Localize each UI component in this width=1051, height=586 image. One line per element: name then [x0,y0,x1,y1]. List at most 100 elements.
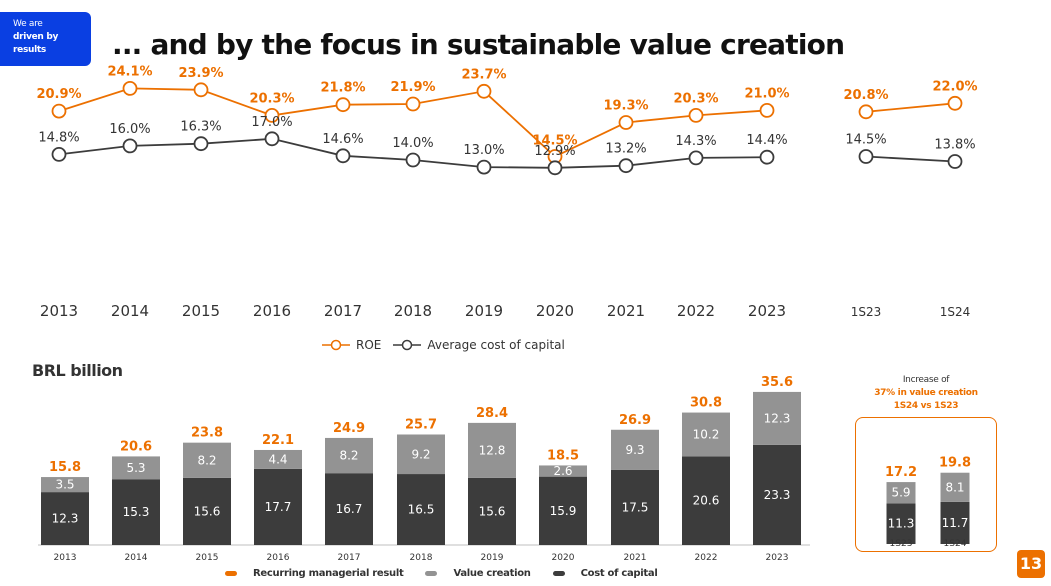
bar-value-2018 [397,434,445,475]
bar-value-2013 [41,477,89,493]
roe-label-2016: 20.3% [249,91,294,106]
roe-point-2023 [759,103,775,118]
roe-label-2020: 14.5% [532,134,577,149]
bar-x-tick-2016: 2016 [267,553,290,563]
bar-cost-label-1S24: 11.7 [942,516,969,530]
legend-item-roe: ROE [322,338,381,352]
cost-point-2020 [547,160,563,176]
roe-label-1S23: 20.8% [843,88,888,103]
bar-cost-2018 [397,474,445,545]
cost-label-2023: 14.4% [746,133,787,148]
bar-total-label-2023: 35.6 [761,375,793,390]
line-x-tick-2014: 2014 [111,302,149,320]
cost-point-2013 [51,146,67,162]
bar-x-tick-1S24: 1S24 [944,539,967,549]
increase-note: Increase of 37% in value creation 1S24 v… [854,374,998,413]
bar-cost-2015 [183,477,231,545]
legend-item-cost-of-capital-bar: Cost of capital [552,568,658,579]
cost-label-2015: 16.3% [180,120,221,135]
roe-point-1S24 [947,95,963,111]
cost-point-2016 [264,131,280,147]
bar-cost-2020 [539,476,587,545]
bar-cost-2016 [254,468,302,545]
bar-value-label-2018: 9.2 [411,447,430,461]
legend-cost-bar-label: Cost of capital [580,568,658,579]
bar-value-1S23 [886,482,916,504]
legend-value-label: Value creation [453,568,531,579]
bar-cost-2022 [682,456,730,545]
bar-cost-2023 [753,444,801,545]
line-x-tick-1S24: 1S24 [940,305,971,319]
bar-x-tick-2013: 2013 [54,553,77,563]
cost-point-2015 [193,136,209,152]
bar-value-2017 [325,437,373,474]
legend-item-value-creation: Value creation [425,568,531,579]
line-x-tick-1S23: 1S23 [851,305,882,319]
increase-note-line-1: Increase of [902,375,950,385]
legend-dark-swatch-icon [552,571,565,576]
bar-value-2023 [753,391,801,445]
bar-value-label-1S24: 8.1 [945,480,964,494]
bar-x-tick-2014: 2014 [125,553,148,563]
roe-point-1S23 [858,104,874,120]
cost-label-2013: 14.8% [38,130,79,145]
line-x-tick-2023: 2023 [748,302,786,320]
increase-note-line-2: 37% in value creation [874,388,978,398]
roe-label-2019: 23.7% [461,67,506,82]
roe-label-2022: 20.3% [673,91,718,106]
bar-x-tick-2017: 2017 [338,553,361,563]
legend-gray-swatch-icon [425,571,438,576]
cost-point-2021 [618,158,634,174]
roe-point-2013 [51,103,67,119]
roe-point-2021 [618,115,634,130]
cost-label-2017: 14.6% [322,132,363,147]
roe-label-2017: 21.8% [320,81,365,96]
legend-item-recurring-result: Recurring managerial result [225,568,404,579]
badge-line-2: driven by [13,32,59,42]
roe-point-2017 [335,97,351,113]
bar-value-label-2013: 3.5 [55,478,74,492]
cost-point-1S24 [947,154,963,169]
cost-point-2014 [122,138,138,154]
cost-label-2020: 12.9% [534,144,575,159]
line-x-tick-2013: 2013 [40,302,78,320]
bar-x-tick-2019: 2019 [481,553,504,563]
bar-value-label-1S23: 5.9 [891,486,910,500]
cost-point-2017 [335,148,351,164]
roe-label-2015: 23.9% [178,66,223,81]
bar-total-label-2022: 30.8 [690,396,722,411]
bar-total-label-2021: 26.9 [619,413,651,428]
bar-total-label-2014: 20.6 [120,439,152,454]
bar-cost-label-2021: 17.5 [622,500,649,514]
bar-value-label-2019: 12.8 [479,443,506,457]
line-x-tick-2021: 2021 [607,302,645,320]
bar-cost-1S24 [940,501,970,544]
cost-point-2022 [688,150,704,166]
bar-x-tick-2020: 2020 [552,553,575,563]
bar-value-2016 [254,449,302,469]
page-title: ... and by the focus in sustainable valu… [112,28,845,61]
cost-label-2019: 13.0% [463,143,504,158]
roe-label-2023: 21.0% [744,86,789,101]
bar-cost-label-2019: 15.6 [479,505,506,519]
bar-total-label-2019: 28.4 [476,406,508,421]
section-badge: We are driven by results [0,12,91,66]
line-chart-legend: ROE Average cost of capital [322,338,577,352]
bar-total-label-2015: 23.8 [191,426,223,441]
bar-cost-2021 [611,469,659,545]
legend-cost-label: Average cost of capital [427,338,565,352]
bar-x-tick-2023: 2023 [766,553,789,563]
roe-label-2021: 19.3% [603,99,648,114]
cost-label-2018: 14.0% [392,136,433,151]
bar-total-label-2020: 18.5 [547,448,579,463]
bar-x-tick-2021: 2021 [624,553,647,563]
cost-label-1S24: 13.8% [934,138,975,153]
bar-cost-label-2020: 15.9 [550,504,577,518]
line-x-tick-2016: 2016 [253,302,291,320]
line-x-tick-2018: 2018 [394,302,432,320]
bar-cost-2017 [325,473,373,545]
roe-label-2018: 21.9% [390,80,435,95]
badge-line-3: results [13,45,46,55]
roe-point-2015 [193,82,209,98]
bar-chart-legend: Recurring managerial result Value creati… [225,568,679,579]
